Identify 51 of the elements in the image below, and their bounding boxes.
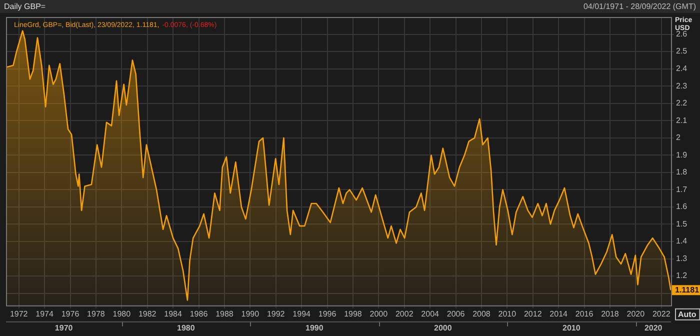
- text: 2010: [562, 324, 581, 333]
- x-tick-label: 1986: [190, 309, 208, 318]
- text: 2000: [434, 324, 452, 333]
- x-tick-label: 2008: [472, 309, 491, 318]
- x-tick-label: 1972: [10, 309, 28, 318]
- x-tick-label: 1974: [36, 309, 54, 318]
- chart-subtitle: 04/01/1971 - 28/09/2022 (GMT): [583, 2, 696, 12]
- y-tick-label: 2.4: [676, 64, 688, 74]
- x-tick-label: 2000: [370, 309, 388, 318]
- y-tick-label: 1.4: [676, 236, 688, 246]
- x-tick-label: 2006: [446, 309, 466, 318]
- x-tick-label: 2022: [652, 309, 671, 318]
- y-tick-label: 1.3: [676, 254, 688, 263]
- y-tick-label: 1.9: [676, 150, 688, 160]
- y-tick-label: 1.6: [676, 202, 688, 212]
- y-tick-label: 1.8: [676, 168, 688, 177]
- x-tick-label: 1990: [241, 309, 260, 318]
- x-tick-label: 2012: [524, 309, 542, 318]
- y-tick-label: 2.2: [676, 98, 688, 108]
- x-tick-label: 2014: [550, 309, 568, 318]
- y-tick-label: 1.5: [676, 219, 688, 228]
- y-tick-label: 2.3: [676, 81, 688, 90]
- x-tick-label: 1982: [138, 309, 157, 318]
- chart-title: Daily GBP=: [4, 2, 46, 12]
- y-tick-label: 2: [676, 133, 681, 142]
- x-tick-label: 1998: [344, 309, 362, 318]
- x-tick-label: 2020: [626, 309, 646, 318]
- text: 2020: [644, 324, 663, 333]
- text: 1980: [177, 324, 196, 333]
- x-tick-label: 1994: [292, 309, 312, 318]
- data-label: 1.1181: [675, 285, 700, 294]
- y-tick-label: 2.1: [676, 116, 688, 125]
- text: 1990: [306, 324, 324, 333]
- y-tick-label: 1.7: [676, 184, 688, 194]
- y-tick-label: 2.6: [676, 29, 688, 38]
- x-tick-label: 1984: [164, 309, 182, 318]
- x-tick-label: 1988: [216, 309, 234, 318]
- x-tick-label: 2002: [395, 309, 414, 318]
- x-tick-label: 1978: [87, 309, 106, 318]
- x-tick-label: 1992: [266, 309, 286, 318]
- x-tick-label: 2016: [575, 309, 594, 318]
- x-tick-label: 2004: [421, 309, 440, 318]
- y-tick-label: 1.2: [676, 271, 688, 280]
- x-tick-label: 1976: [61, 309, 80, 318]
- y-tick-label: 2.5: [676, 46, 688, 56]
- x-tick-label: 1980: [112, 309, 132, 318]
- x-tick-label: 2018: [601, 309, 620, 318]
- text: 1970: [54, 324, 74, 333]
- text: Auto: [678, 310, 696, 320]
- x-tick-label: 2010: [498, 309, 517, 318]
- x-tick-label: 1996: [318, 309, 337, 318]
